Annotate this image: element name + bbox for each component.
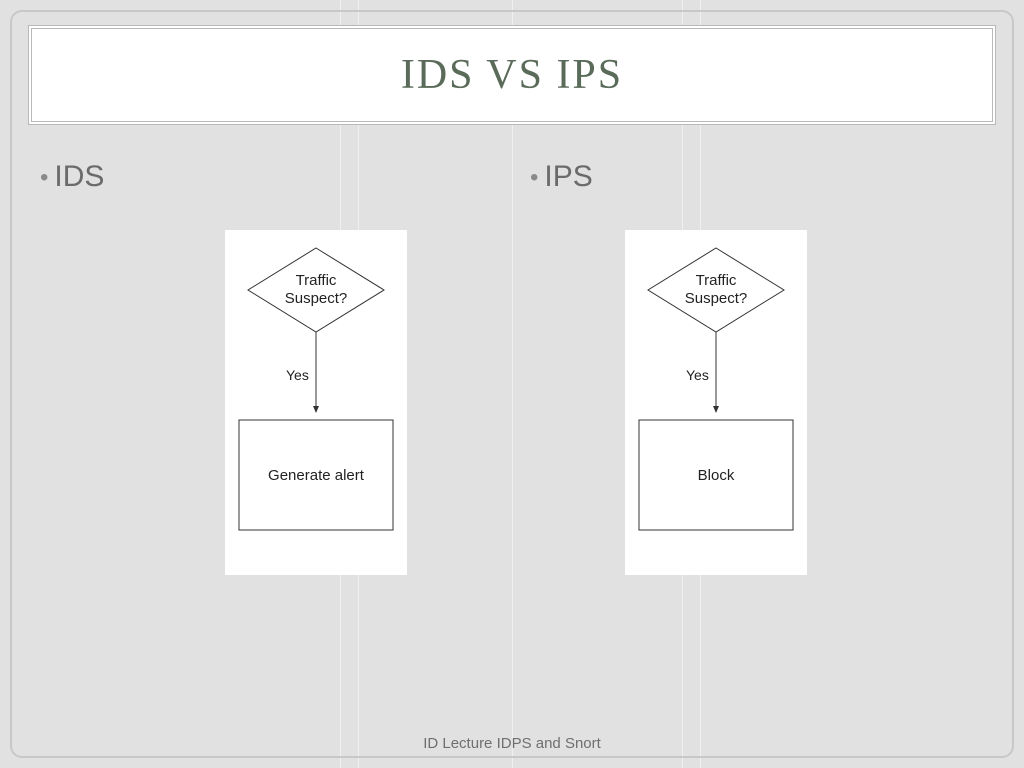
decision-text-2: Suspect? <box>685 290 748 307</box>
right-label-text: IPS <box>544 160 592 193</box>
ips-flow-svg: Traffic Suspect? Yes Block <box>631 240 801 560</box>
decision-text-2: Suspect? <box>285 290 348 307</box>
ids-flow-svg: Traffic Suspect? Yes Generate alert <box>231 240 401 560</box>
action-text: Block <box>698 467 735 484</box>
right-column-label: •IPS <box>530 160 593 194</box>
slide-title: IDS VS IPS <box>401 51 623 99</box>
edge-label: Yes <box>286 367 309 383</box>
decision-text-1: Traffic <box>296 272 337 289</box>
footer-text: ID Lecture IDPS and Snort <box>0 735 1024 752</box>
ips-flowchart: Traffic Suspect? Yes Block <box>625 230 807 575</box>
action-text: Generate alert <box>268 467 365 484</box>
edge-label: Yes <box>686 367 709 383</box>
bullet-icon: • <box>40 164 48 191</box>
left-label-text: IDS <box>54 160 104 193</box>
left-column-label: •IDS <box>40 160 104 194</box>
decision-text-1: Traffic <box>696 272 737 289</box>
bullet-icon: • <box>530 164 538 191</box>
ids-flowchart: Traffic Suspect? Yes Generate alert <box>225 230 407 575</box>
title-box: IDS VS IPS <box>28 25 996 125</box>
